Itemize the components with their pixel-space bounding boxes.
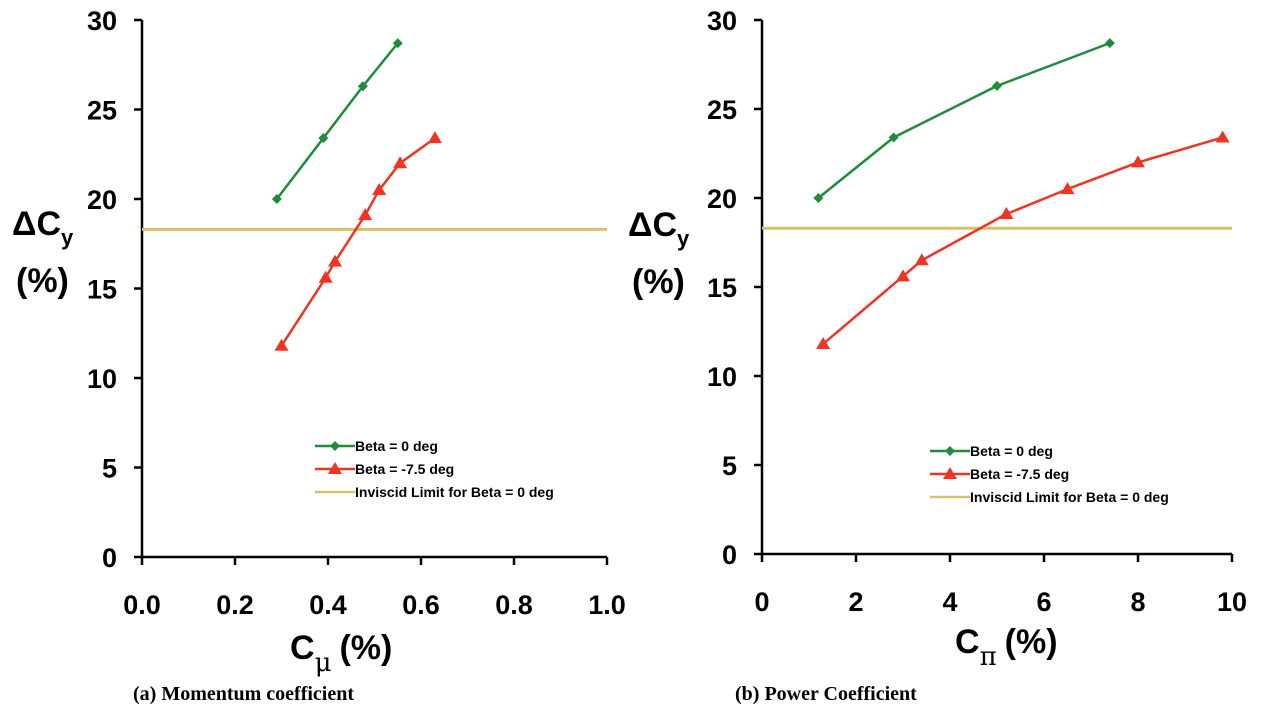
data-point-diamond <box>1104 38 1115 49</box>
x-axis-label: Cμ (%) <box>290 629 392 678</box>
figure-caption: (b) Power Coefficient <box>735 683 917 705</box>
y-tick-label: 0 <box>722 540 737 570</box>
data-point-triangle <box>358 208 373 221</box>
x-tick-label: 0.0 <box>123 590 161 620</box>
series-line-beta-neg7p5 <box>822 136 1223 345</box>
x-tick-label: 0.6 <box>402 590 440 620</box>
chart-power-coefficient: 0 5 10 15 20 25 30 0 2 4 6 8 10 ΔCy (%) Cπ (%) Beta = 0 d… <box>628 6 1247 705</box>
data-point-diamond <box>318 133 329 144</box>
legend-label: Beta = 0 deg <box>355 438 438 454</box>
figure-caption: (a) Momentum coefficient <box>133 683 354 705</box>
y-tick-label: 5 <box>722 451 737 481</box>
legend-marker-diamond <box>945 446 955 456</box>
series-line-beta-0 <box>275 42 399 200</box>
data-point-diamond <box>392 38 403 49</box>
chart-momentum-coefficient: 0 5 10 15 20 25 30 0.0 0.2 0.4 0.6 0.8 1.0 ΔCy (%) Cμ (%… <box>12 6 626 705</box>
legend-label: Beta = -7.5 deg <box>970 466 1069 482</box>
data-point-triangle <box>1215 130 1230 143</box>
data-point-diamond <box>271 194 282 204</box>
y-tick-label: 30 <box>707 6 737 36</box>
data-point-triangle <box>914 253 929 266</box>
x-tick-label: 2 <box>848 587 863 617</box>
y-axis-label: ΔCy <box>12 205 74 250</box>
data-point-triangle <box>372 183 387 196</box>
data-point-diamond <box>888 132 899 143</box>
legend-label: Inviscid Limit for Beta = 0 deg <box>355 484 554 500</box>
legend-label: Beta = -7.5 deg <box>355 461 454 477</box>
y-tick-label: 10 <box>707 362 737 392</box>
y-axis-unit: (%) <box>632 263 685 301</box>
data-point-triangle <box>427 131 442 144</box>
x-tick-label: 1.0 <box>588 590 626 620</box>
y-tick-label: 25 <box>87 96 117 126</box>
x-tick-label: 8 <box>1130 587 1145 617</box>
data-point-triangle <box>393 156 408 169</box>
legend-marker-triangle <box>328 462 342 474</box>
data-point-diamond <box>813 193 824 203</box>
y-axis-label: ΔCy <box>628 206 690 251</box>
data-point-triangle <box>1131 155 1145 168</box>
x-tick-label: 0.8 <box>495 590 533 620</box>
data-point-triangle <box>327 254 342 267</box>
x-tick-label: 0 <box>754 587 769 617</box>
y-tick-label: 20 <box>87 185 117 215</box>
y-tick-label: 15 <box>87 275 117 305</box>
x-tick-label: 6 <box>1036 587 1051 617</box>
data-point-triangle <box>1060 182 1075 195</box>
x-tick-label: 10 <box>1217 587 1247 617</box>
legend-label: Inviscid Limit for Beta = 0 deg <box>970 489 1169 505</box>
y-axis-unit: (%) <box>16 262 69 300</box>
legend-label: Beta = 0 deg <box>970 443 1053 459</box>
data-point-triangle <box>999 207 1014 220</box>
x-tick-label: 0.4 <box>309 590 347 620</box>
series-line-beta-0 <box>817 41 1111 199</box>
series-line-beta-neg7p5 <box>280 137 436 347</box>
data-point-triangle <box>274 338 289 351</box>
y-tick-label: 30 <box>87 6 117 36</box>
y-tick-label: 0 <box>102 543 117 573</box>
y-tick-label: 5 <box>102 454 117 484</box>
y-tick-label: 15 <box>707 273 737 303</box>
x-tick-label: 0.2 <box>216 590 254 620</box>
data-point-diamond <box>992 80 1002 91</box>
y-tick-label: 10 <box>87 364 117 394</box>
x-tick-label: 4 <box>942 587 957 617</box>
legend-marker-triangle <box>943 467 957 479</box>
data-point-triangle <box>896 269 910 282</box>
data-point-diamond <box>357 81 368 92</box>
data-point-triangle <box>816 336 831 349</box>
y-tick-label: 25 <box>707 95 737 125</box>
x-axis-label: Cπ (%) <box>955 623 1058 672</box>
data-point-triangle <box>318 270 333 283</box>
legend-marker-diamond <box>330 441 340 451</box>
y-tick-label: 20 <box>707 184 737 214</box>
